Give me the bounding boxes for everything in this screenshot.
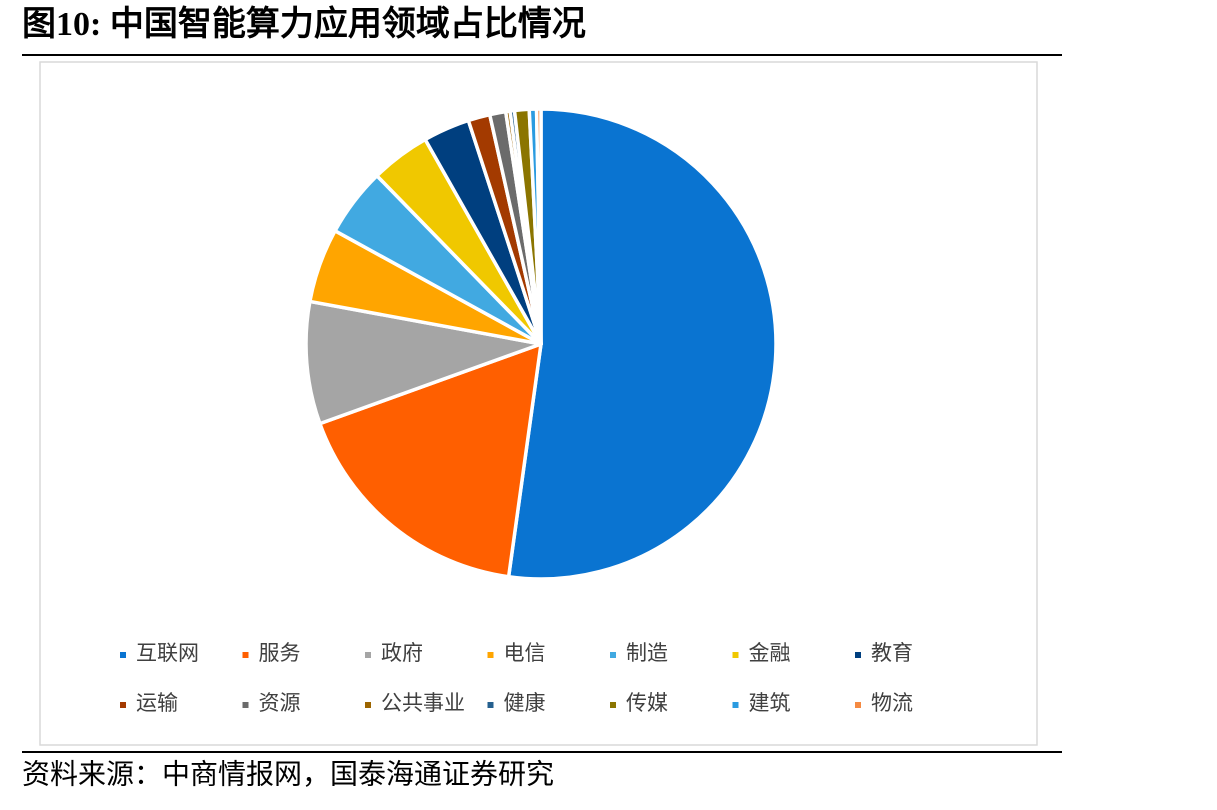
pie-slice xyxy=(506,107,778,581)
legend-label: 健康 xyxy=(504,691,546,715)
legend-swatch xyxy=(365,652,371,658)
legend-label: 运输 xyxy=(136,691,178,715)
legend-swatch xyxy=(487,702,494,708)
legend-label: 服务 xyxy=(259,641,301,665)
legend-label: 制造 xyxy=(626,641,668,665)
legend-label: 物流 xyxy=(871,691,913,715)
legend-swatch xyxy=(365,702,371,708)
pie-slice xyxy=(304,299,543,426)
legend-swatch xyxy=(732,652,739,658)
legend-swatch xyxy=(120,702,126,708)
legend-label: 金融 xyxy=(749,641,791,665)
legend-label: 传媒 xyxy=(626,691,668,715)
legend-swatch xyxy=(242,702,249,708)
chart-title: 图10: 中国智能算力应用领域占比情况 xyxy=(22,5,586,43)
legend-swatch xyxy=(855,702,861,708)
chart-frame xyxy=(39,61,1038,746)
legend-label: 互联网 xyxy=(136,641,199,665)
source: 资料来源：中商情报网，国泰海通证券研究 xyxy=(22,758,554,790)
legend-swatch xyxy=(732,702,739,708)
legend-swatch xyxy=(487,652,494,658)
pie-slice xyxy=(318,342,543,579)
pie xyxy=(304,107,778,581)
legend-label: 资源 xyxy=(259,691,301,715)
legend-label: 公共事业 xyxy=(381,691,465,715)
pie-slice xyxy=(534,107,543,346)
legend-label: 教育 xyxy=(871,641,913,665)
legend-swatch xyxy=(610,702,616,708)
legend-swatch xyxy=(242,652,249,658)
legend-label: 政府 xyxy=(381,641,423,665)
legend-label: 电信 xyxy=(504,641,546,665)
legend-swatch xyxy=(120,652,126,658)
legend-swatch xyxy=(610,652,616,658)
legend-swatch xyxy=(855,652,861,658)
legend-label: 建筑 xyxy=(749,691,791,715)
